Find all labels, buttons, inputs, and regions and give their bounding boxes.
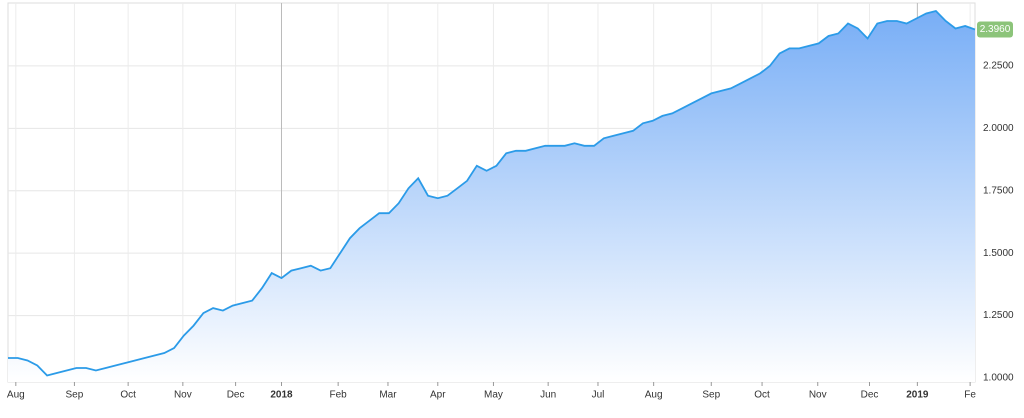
x-tick-label: 2019 xyxy=(906,390,929,401)
x-tick-label: May xyxy=(484,390,503,401)
x-tick-label: Aug xyxy=(645,390,663,401)
x-tick-label: Jul xyxy=(592,390,605,401)
y-tick-label: 2.0000 xyxy=(983,123,1014,134)
last-value-badge xyxy=(977,21,1013,38)
x-tick-label: Oct xyxy=(120,390,136,401)
x-tick-label: Fe xyxy=(964,390,976,401)
y-tick-label: 1.2500 xyxy=(983,310,1014,321)
x-tick-label: Aug xyxy=(7,390,25,401)
x-tick-label: Dec xyxy=(227,390,245,401)
x-tick-label: 2018 xyxy=(270,390,293,401)
x-tick-label: Sep xyxy=(702,390,720,401)
x-tick-label: Nov xyxy=(809,390,827,401)
line xyxy=(8,9,976,377)
x-tick-label: Oct xyxy=(754,390,770,401)
last-value-label: 2.3960 xyxy=(980,24,1011,35)
x-tick-label: Mar xyxy=(379,390,397,401)
area-fill xyxy=(8,11,975,382)
x-tick-label: Apr xyxy=(430,390,446,401)
x-tick-label: Nov xyxy=(174,390,192,401)
y-tick-label: 1.7500 xyxy=(983,185,1014,196)
y-tick-label: 1.5000 xyxy=(983,248,1014,259)
x-tick-label: Feb xyxy=(330,390,348,401)
y-tick-label: 2.2500 xyxy=(983,61,1014,72)
y-tick-label: 1.0000 xyxy=(983,373,1014,384)
x-tick-label: Dec xyxy=(861,390,879,401)
x-tick-label: Jun xyxy=(540,390,556,401)
x-tick-label: Sep xyxy=(66,390,84,401)
